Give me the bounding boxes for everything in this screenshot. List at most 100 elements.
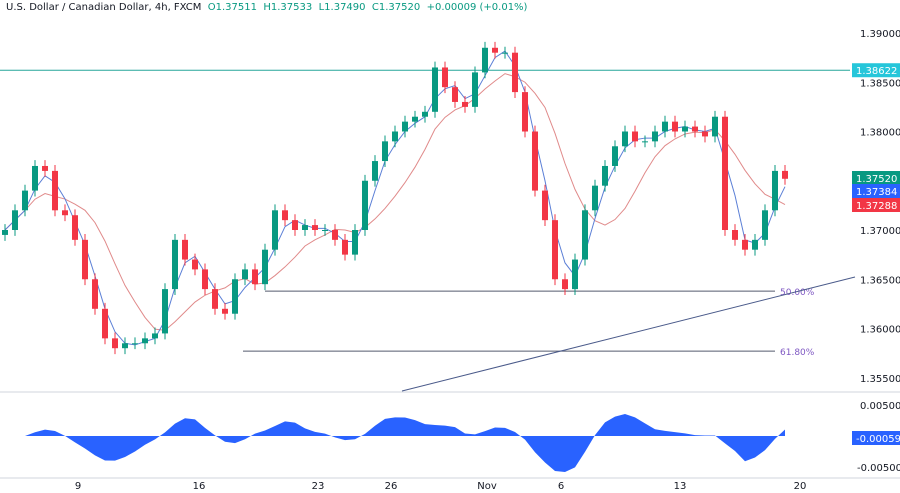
candle [492, 47, 498, 53]
candle [562, 279, 568, 290]
candle [192, 259, 198, 270]
candle [712, 116, 718, 137]
candle [632, 131, 638, 142]
candle [242, 269, 248, 280]
candle [392, 131, 398, 142]
price-tick: 1.39000 [860, 29, 900, 40]
candle [522, 92, 528, 132]
candle [302, 225, 308, 230]
candle [322, 230, 328, 231]
time-tick: 6 [558, 481, 564, 492]
candle [502, 52, 508, 54]
candle [202, 269, 208, 290]
time-tick: 13 [674, 481, 687, 492]
candle [582, 210, 588, 260]
candle [612, 146, 618, 166]
candle [292, 220, 298, 230]
candle [252, 269, 258, 285]
time-tick: Nov [477, 481, 497, 492]
candle [662, 121, 668, 132]
candle [272, 210, 278, 250]
candle [142, 338, 148, 344]
candle [642, 141, 648, 143]
candle [102, 308, 108, 339]
candle [512, 52, 518, 93]
osc-value-label-bg [852, 431, 900, 445]
candle [42, 165, 48, 171]
candle [422, 111, 428, 117]
time-tick: 20 [794, 481, 807, 492]
fib-label: 50.00% [780, 288, 815, 298]
candle [312, 225, 318, 230]
horizontal-line-label-bg [852, 63, 900, 78]
candle [482, 47, 488, 73]
candle [72, 215, 78, 240]
candle [652, 131, 658, 142]
candle [622, 131, 628, 147]
osc-tick: -0.00500 [857, 463, 900, 474]
candle [122, 343, 128, 349]
candle [602, 165, 608, 186]
horizontal-line-label: 1.38622 [856, 66, 897, 77]
candle [332, 230, 338, 240]
candle [682, 126, 688, 132]
candle [352, 230, 358, 255]
candle [52, 170, 58, 211]
candle [402, 121, 408, 132]
high-value: H1.37533 [263, 2, 313, 13]
candle [82, 239, 88, 280]
price-tick: 1.38500 [860, 78, 900, 89]
candle [442, 67, 448, 88]
candle [232, 279, 238, 314]
candle [532, 131, 538, 191]
candle [282, 210, 288, 221]
slow-moving-average [4, 73, 786, 331]
chart-title: U.S. Dollar / Canadian Dollar, 4h, FXCM … [6, 2, 527, 13]
candle [722, 116, 728, 230]
low-value: L1.37490 [318, 2, 366, 13]
candle [382, 141, 388, 162]
candle [62, 210, 68, 216]
time-tick: 23 [312, 481, 325, 492]
candle [32, 165, 38, 191]
candle [182, 239, 188, 260]
candle [412, 116, 418, 122]
price-label-bg [852, 171, 900, 185]
price-label: 1.37520 [856, 174, 897, 185]
candle [22, 190, 28, 211]
candle [702, 131, 708, 137]
candle [432, 67, 438, 112]
candle [472, 72, 478, 107]
trend-line [401, 276, 856, 392]
candle [692, 126, 698, 132]
price-tick: 1.35500 [860, 374, 900, 385]
candle [92, 279, 98, 309]
change-value: +0.00009 (+0.01%) [426, 2, 528, 13]
candle [762, 210, 768, 240]
candle [552, 220, 558, 280]
candle [782, 170, 788, 179]
candle [212, 289, 218, 309]
candle [742, 239, 748, 250]
candle [592, 185, 598, 211]
time-tick: 26 [385, 481, 398, 492]
fib-label: 61.80% [780, 348, 815, 358]
price-tick: 1.37000 [860, 226, 900, 237]
price-label-bg [852, 184, 900, 198]
osc-value-label: -0.00059 [856, 434, 900, 445]
candle [342, 239, 348, 255]
candle [372, 161, 378, 181]
candle [162, 289, 168, 334]
candle [12, 210, 18, 230]
candle [362, 180, 368, 230]
candle [262, 249, 268, 285]
candle [112, 338, 118, 349]
candle [752, 239, 758, 250]
price-label: 1.37288 [856, 201, 897, 212]
open-value: O1.37511 [207, 2, 257, 13]
price-tick: 1.36500 [860, 275, 900, 286]
price-label-bg [852, 198, 900, 212]
candle [772, 170, 778, 211]
candle [452, 87, 458, 102]
